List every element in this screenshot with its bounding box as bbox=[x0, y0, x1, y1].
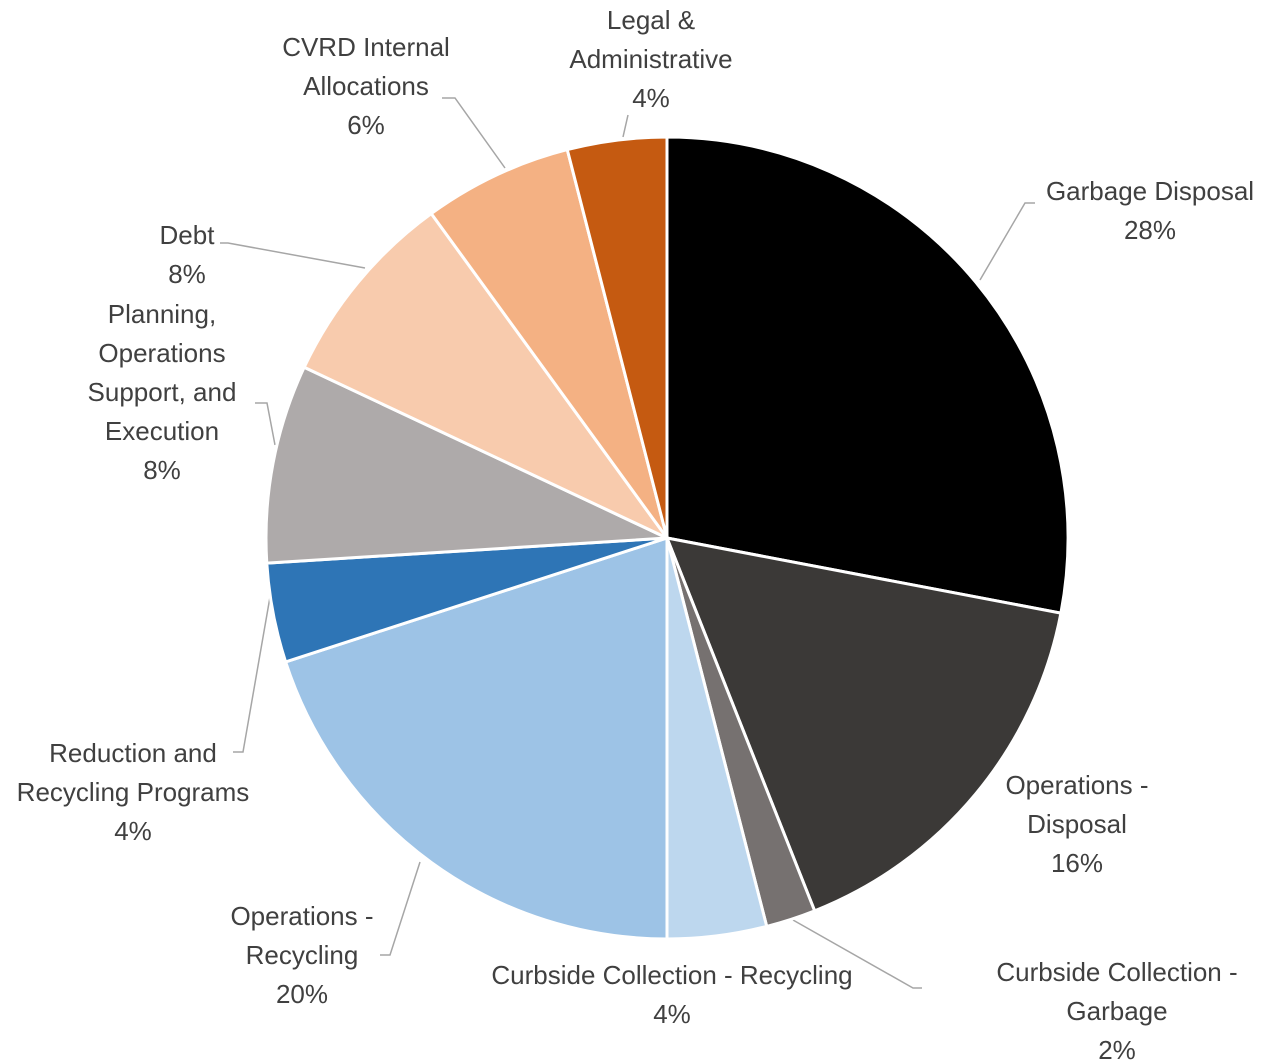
category-label: Debt bbox=[160, 220, 216, 250]
category-label: Legal & Administrative bbox=[569, 5, 732, 74]
pie-slice bbox=[429, 147, 669, 539]
category-label: CVRD Internal Allocations bbox=[282, 32, 450, 101]
category-label: Planning, Operations Support, and Execution bbox=[88, 299, 237, 446]
leader-line bbox=[442, 97, 506, 169]
value-label: 4% bbox=[114, 816, 152, 846]
category-label: Curbside Collection - Recycling bbox=[491, 960, 852, 990]
pie-slice bbox=[665, 135, 1070, 615]
value-label: 8% bbox=[168, 259, 206, 289]
category-label: Operations -Recycling bbox=[230, 901, 373, 970]
pie-slice bbox=[302, 211, 669, 540]
pie-slice bbox=[664, 536, 1063, 913]
category-label: Operations -Disposal bbox=[1005, 770, 1148, 839]
value-label: 4% bbox=[653, 999, 691, 1029]
category-label: Reduction and Recycling Programs bbox=[17, 738, 250, 807]
value-label: 8% bbox=[143, 455, 181, 485]
pie-slice bbox=[283, 535, 669, 941]
category-label: Garbage Disposal bbox=[1046, 176, 1254, 206]
leader-line bbox=[979, 202, 1035, 281]
pie-slice bbox=[264, 365, 668, 565]
leader-line bbox=[792, 919, 922, 989]
value-label: 2% bbox=[1098, 1035, 1136, 1063]
leader-line bbox=[622, 114, 629, 138]
pie-slice bbox=[565, 135, 669, 539]
pie bbox=[264, 135, 1070, 941]
value-label: 16% bbox=[1051, 848, 1103, 878]
value-label: 6% bbox=[347, 110, 385, 140]
value-label: 20% bbox=[276, 979, 328, 1009]
leader-lines bbox=[220, 97, 1035, 989]
leader-line bbox=[220, 242, 366, 269]
value-label: 4% bbox=[632, 83, 670, 113]
leader-line bbox=[255, 402, 276, 446]
leader-line bbox=[380, 861, 421, 956]
value-label: 28% bbox=[1124, 215, 1176, 245]
leader-line bbox=[233, 596, 271, 753]
category-label: Curbside Collection -Garbage bbox=[996, 957, 1237, 1026]
